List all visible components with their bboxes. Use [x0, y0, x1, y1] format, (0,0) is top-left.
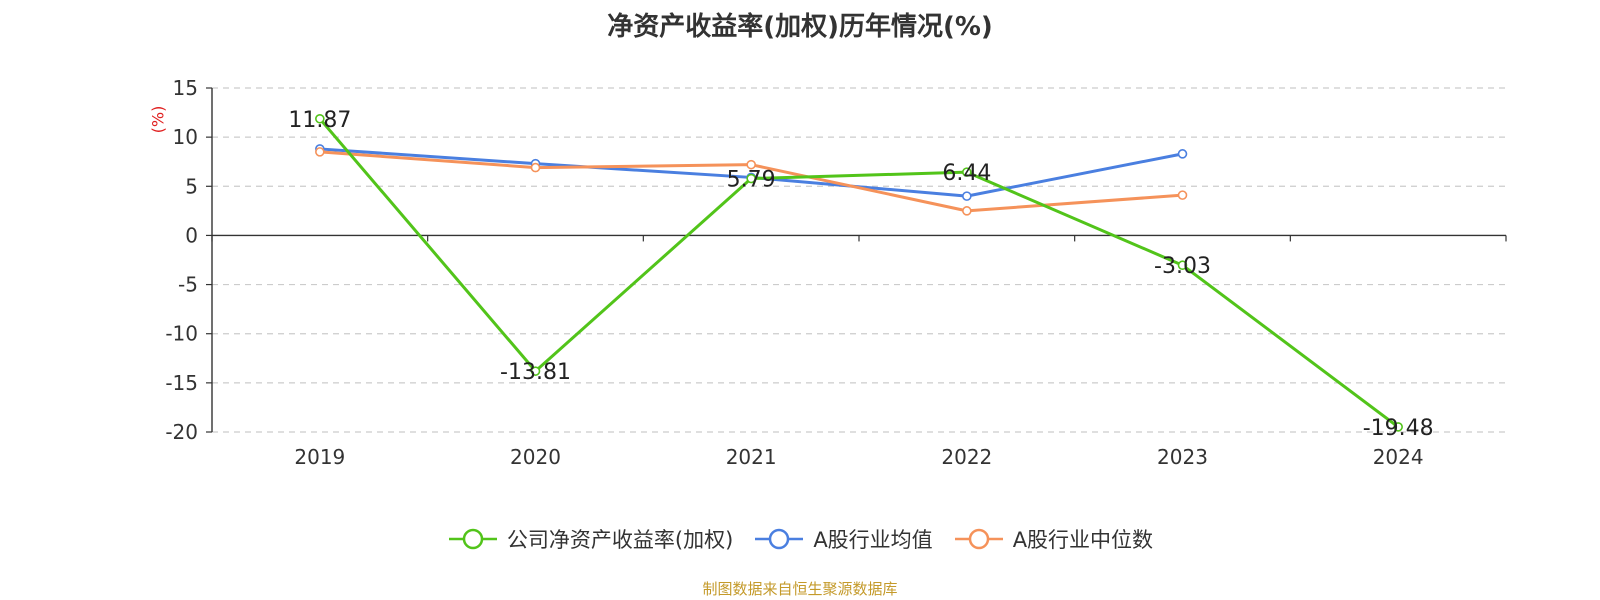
- y-tick-label: -10: [165, 322, 198, 346]
- legend-marker-icon: [755, 528, 804, 550]
- data-point: [1177, 260, 1188, 271]
- legend-marker-icon: [954, 528, 1003, 550]
- legend-marker-circle: [968, 528, 989, 550]
- legend-label: 公司净资产收益率(加权): [506, 528, 734, 552]
- data-label: 6.44: [942, 161, 991, 186]
- y-tick-label: -20: [165, 420, 198, 444]
- data-point: [746, 173, 756, 184]
- y-tick-label: 15: [173, 76, 198, 100]
- legend-item[interactable]: A股行业中位数: [953, 524, 1153, 554]
- data-label: 5.79: [727, 168, 776, 193]
- legend-marker-icon: [448, 528, 497, 550]
- axes: 15 10 5 0 -5 -10 -15 -20 2019 2020 2021 2022 2023 202…: [165, 76, 1507, 469]
- legend-label: A股行业中位数: [1012, 528, 1154, 552]
- y-tick-label: -15: [165, 371, 198, 395]
- x-tick-label: 2024: [1373, 445, 1424, 469]
- x-tick-label: 2021: [726, 445, 777, 469]
- data-point: [530, 162, 541, 173]
- x-tick-label: 2023: [1157, 445, 1208, 469]
- data-labels: 11.87 -13.81 5.79 6.44 -3.03 -19.48: [288, 108, 1433, 441]
- series-lines: [315, 113, 1403, 432]
- chart-title: 净资产收益率(加权)历年情况(%): [607, 12, 993, 42]
- data-label: -19.48: [1363, 416, 1434, 441]
- data-point: [530, 366, 541, 376]
- data-label: -3.03: [1154, 254, 1211, 279]
- data-point: [962, 167, 972, 177]
- legend-label: A股行业均值: [813, 528, 933, 552]
- y-tick-label: 5: [185, 174, 198, 198]
- data-point: [315, 147, 325, 157]
- data-point: [315, 113, 325, 124]
- y-tick-label: 10: [173, 125, 198, 149]
- legend-item[interactable]: A股行业均值: [753, 524, 933, 554]
- legend-marker-circle: [462, 528, 484, 550]
- data-point: [962, 191, 972, 201]
- x-tick-label: 2022: [941, 445, 992, 469]
- source-note: 制图数据来自恒生聚源数据库: [702, 580, 898, 598]
- legend: 公司净资产收益率(加权) A股行业均值 A股行业中位数: [0, 524, 1600, 554]
- data-point: [1177, 149, 1188, 159]
- x-tick-label: 2020: [510, 445, 561, 469]
- y-tick-label: 0: [185, 223, 198, 247]
- data-label: -13.81: [500, 360, 571, 385]
- grid-lines: [212, 87, 1506, 433]
- data-point: [962, 206, 972, 216]
- series-line-0: [318, 117, 1400, 429]
- data-point: [1177, 190, 1188, 200]
- data-point: [746, 159, 756, 170]
- legend-item[interactable]: 公司净资产收益率(加权): [447, 524, 733, 554]
- y-tick-label: -5: [178, 273, 198, 297]
- data-point: [1393, 422, 1403, 432]
- x-tick-label: 2019: [294, 445, 345, 469]
- data-label: 11.87: [288, 108, 351, 133]
- legend-marker-circle: [769, 528, 790, 550]
